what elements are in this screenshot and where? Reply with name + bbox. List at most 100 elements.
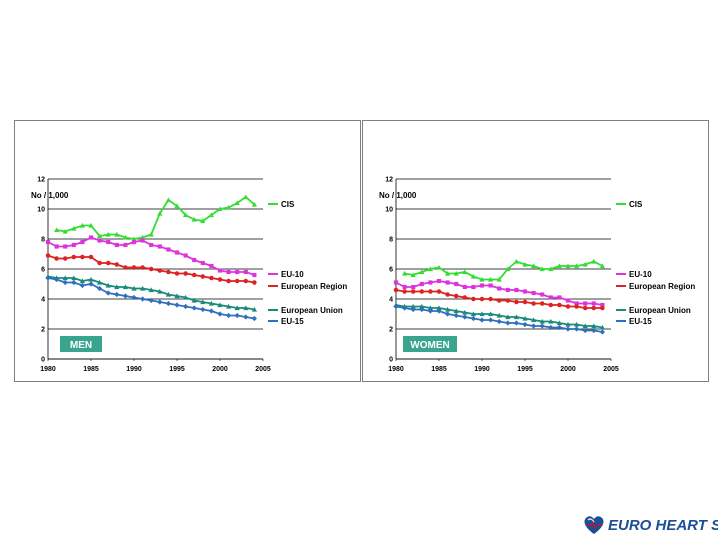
x-tick-label: 1990 <box>474 366 490 373</box>
data-point-european-union <box>436 305 442 311</box>
series-european-union <box>393 302 605 330</box>
data-point-cis <box>470 273 476 279</box>
data-point-eu-15 <box>148 297 154 304</box>
data-point-european-region <box>436 289 442 294</box>
data-point-cis <box>436 264 442 270</box>
data-point-cis <box>234 200 240 206</box>
y-tick-label: 6 <box>41 267 45 274</box>
data-point-eu-10 <box>505 287 510 293</box>
data-point-european-union <box>79 278 85 284</box>
chart-men: 0 2 4 6 8 10 12 1980 1985 1990 1995 2000 2005 No / 1,… <box>31 177 347 374</box>
legend-label: EU-10 <box>629 270 652 279</box>
data-point-european-region <box>410 289 416 294</box>
y-tick-label: 10 <box>37 207 45 214</box>
data-point-european-union <box>419 303 425 309</box>
data-point-cis <box>88 222 94 228</box>
data-point-eu-15 <box>582 327 588 334</box>
series-line-cis <box>404 260 603 281</box>
data-point-eu-10 <box>63 244 68 249</box>
data-point-eu-15 <box>54 276 60 283</box>
data-point-cis <box>453 270 459 276</box>
data-point-eu-15 <box>393 303 399 310</box>
data-point-european-union <box>565 321 571 327</box>
data-point-eu-10 <box>140 238 145 243</box>
data-point-european-region <box>157 268 163 273</box>
data-point-european-region <box>428 289 433 294</box>
series-eu-10 <box>45 235 257 278</box>
data-point-eu-10 <box>497 286 502 291</box>
data-point-european-union <box>410 303 416 309</box>
data-point-eu-15 <box>140 296 146 302</box>
chart-panel-women: 0 2 4 6 8 10 12 1980 1985 1990 1995 2000 2005 No / 1,… <box>362 120 709 382</box>
data-point-european-union <box>226 303 232 309</box>
data-point-cis <box>71 225 77 231</box>
data-point-eu-10 <box>393 280 399 285</box>
data-point-eu-15 <box>548 324 554 331</box>
data-point-eu-15 <box>436 308 442 314</box>
data-point-european-region <box>393 287 399 293</box>
data-point-eu-10 <box>192 257 197 263</box>
data-point-european-region <box>453 293 459 299</box>
data-point-european-region <box>191 272 197 278</box>
data-point-eu-10 <box>114 242 119 248</box>
data-point-eu-15 <box>470 315 476 322</box>
data-point-cis <box>574 263 580 269</box>
data-point-eu-10 <box>54 244 59 249</box>
data-point-cis <box>114 231 120 237</box>
data-point-eu-15 <box>496 318 502 325</box>
data-point-eu-10 <box>157 244 162 249</box>
data-point-eu-15 <box>183 303 189 310</box>
data-point-european-union <box>157 288 163 294</box>
data-point-european-region <box>591 305 597 311</box>
data-point-eu-15 <box>591 327 597 334</box>
data-point-eu-15 <box>453 312 459 319</box>
data-point-cis <box>548 266 554 272</box>
data-point-eu-15 <box>208 308 214 314</box>
data-point-eu-10 <box>540 292 545 297</box>
data-point-european-union <box>191 297 197 303</box>
data-point-cis <box>148 231 154 237</box>
legend-item-cis: CIS <box>616 200 643 209</box>
legend-label: European Region <box>629 282 695 291</box>
data-point-cis <box>122 234 128 240</box>
series-eu-15 <box>45 275 257 322</box>
data-point-eu-15 <box>251 315 257 322</box>
data-point-eu-15 <box>191 305 197 311</box>
data-point-european-region <box>565 304 571 309</box>
data-point-european-region <box>243 278 249 284</box>
data-point-european-union <box>599 324 605 330</box>
data-point-eu-10 <box>462 284 467 290</box>
x-tick-label: 1980 <box>40 366 56 373</box>
data-point-european-union <box>97 279 103 285</box>
data-point-eu-15 <box>513 320 519 326</box>
data-point-european-region <box>217 277 223 282</box>
data-point-eu-15 <box>71 279 77 286</box>
x-tick-label: 1985 <box>83 366 99 373</box>
y-tick-label: 8 <box>389 237 393 244</box>
data-point-eu-15 <box>131 294 137 301</box>
data-point-eu-10 <box>131 239 137 245</box>
data-point-eu-10 <box>436 278 442 284</box>
data-point-eu-15 <box>165 300 171 307</box>
data-point-european-region <box>209 275 214 281</box>
data-point-european-region <box>514 299 519 305</box>
data-point-eu-10 <box>97 238 102 243</box>
data-point-cis <box>479 276 485 282</box>
data-point-eu-10 <box>252 272 257 278</box>
data-point-eu-15 <box>462 314 468 320</box>
data-point-european-region <box>531 301 536 306</box>
data-point-european-region <box>140 265 145 270</box>
data-point-eu-10 <box>183 253 188 258</box>
data-point-eu-10 <box>217 268 223 273</box>
x-tick-label: 2000 <box>212 366 228 373</box>
data-point-cis <box>513 258 519 264</box>
data-point-cis <box>208 212 214 218</box>
data-point-eu-15 <box>565 326 571 332</box>
data-point-eu-15 <box>45 275 51 281</box>
legend-item-cis: CIS <box>268 200 295 209</box>
data-point-eu-10 <box>402 284 407 290</box>
legend-item-eu-10: EU-10 <box>268 270 304 279</box>
data-point-european-union <box>513 314 519 320</box>
data-point-european-region <box>539 301 545 306</box>
data-point-eu-10 <box>557 295 562 300</box>
